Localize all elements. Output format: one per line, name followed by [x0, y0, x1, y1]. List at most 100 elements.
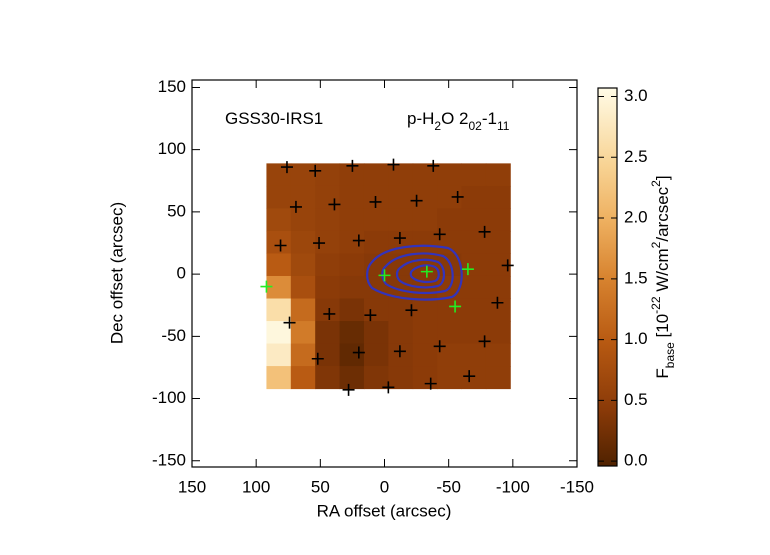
heatmap-cell: [315, 253, 341, 277]
x-tick-label: -100: [496, 477, 530, 496]
heatmap-cell: [461, 321, 487, 345]
heatmap-cell: [290, 343, 316, 367]
heatmap-cell: [437, 163, 462, 187]
marker: [309, 164, 322, 177]
colorbar-label-part: W/cm: [653, 248, 672, 296]
marker: [280, 161, 293, 174]
heatmap-cell: [363, 366, 389, 390]
marker: [420, 265, 433, 278]
markers: [260, 158, 514, 396]
heatmap-cell: [485, 275, 511, 300]
annotation-part: -1: [482, 109, 497, 128]
heatmap-cell: [290, 185, 316, 209]
heatmap-cell: [412, 230, 438, 254]
heatmap-cell: [412, 163, 438, 187]
y-tick-label: 0: [177, 264, 186, 283]
heatmap-cell: [461, 185, 487, 209]
x-tick-label: 150: [178, 477, 206, 496]
heatmap-cell: [461, 208, 487, 232]
heatmap-cell: [339, 208, 365, 232]
marker: [342, 383, 355, 396]
marker: [451, 190, 464, 203]
heatmap-cell: [437, 298, 462, 322]
heatmap-cell: [363, 321, 389, 345]
marker: [424, 377, 437, 390]
heatmap-cell: [485, 163, 511, 187]
annotation-part: 11: [497, 119, 510, 133]
heatmap-cell: [315, 366, 341, 390]
heatmap-cell: [339, 343, 365, 367]
annotation: GSS30-IRS1: [225, 109, 323, 128]
colorbar-label-part: 2: [649, 241, 663, 248]
heatmap-cell: [412, 366, 438, 390]
heatmap-cell: [485, 185, 511, 209]
heatmap-cell: [485, 208, 511, 232]
heatmap-cell: [412, 343, 438, 367]
colorbar-label-part: [10: [653, 314, 672, 342]
marker: [378, 269, 391, 282]
contour: [395, 258, 446, 289]
marker: [491, 296, 504, 309]
heatmap-cell: [437, 208, 462, 232]
marker: [313, 237, 326, 250]
colorbar-label-part: base: [663, 342, 677, 368]
heatmap-cell: [339, 298, 365, 322]
heatmap-cell: [266, 366, 292, 390]
marker: [364, 309, 377, 322]
marker: [478, 225, 491, 238]
colorbar-tick-label: 1.0: [624, 329, 648, 348]
heatmap-cell: [363, 298, 389, 322]
heatmap-cell: [485, 366, 511, 390]
x-tick-label: 0: [380, 477, 389, 496]
colorbar-tick-label: 0.5: [624, 390, 648, 409]
heatmap-cell: [388, 298, 414, 322]
marker: [478, 335, 491, 348]
heatmap-cell: [266, 253, 292, 277]
x-tick-label: -150: [560, 477, 594, 496]
heatmap-cell: [266, 321, 292, 345]
annotation: p-H2O 202-111: [407, 109, 510, 133]
heatmap-cell: [485, 343, 511, 367]
heatmap-cell: [485, 321, 511, 345]
heatmap-cell: [437, 321, 462, 345]
heatmap-cell: [290, 253, 316, 277]
y-axis-label: Dec offset (arcsec): [107, 202, 126, 344]
heatmap-cell: [388, 185, 414, 209]
heatmap-cell: [437, 343, 462, 367]
heatmap-cell: [461, 366, 487, 390]
heatmap-cell: [485, 253, 511, 277]
marker: [382, 381, 395, 394]
heatmap-cell: [315, 230, 341, 254]
heatmap-cell: [388, 208, 414, 232]
marker: [405, 304, 418, 317]
heatmap-cell: [363, 343, 389, 367]
heatmap-cell: [485, 298, 511, 322]
heatmap-cell: [266, 275, 292, 300]
y-tick-label: 100: [158, 139, 186, 158]
heatmap-cell: [412, 185, 438, 209]
colorbar: [597, 87, 618, 467]
colorbar-label-part: F: [653, 368, 672, 378]
heatmap-cell: [266, 163, 292, 187]
marker: [283, 316, 296, 329]
y-tick-label: -100: [152, 388, 186, 407]
heatmap-cell: [339, 185, 365, 209]
heatmap-cell: [290, 275, 316, 300]
heatmap-cell: [266, 230, 292, 254]
contours: [366, 244, 463, 301]
colorbar-label: Fbase [10-22 W/cm2/arcsec2]: [649, 175, 677, 378]
heatmap-cell: [266, 208, 292, 232]
x-tick-label: -50: [436, 477, 461, 496]
heatmap-cell: [412, 298, 438, 322]
heatmap-cell: [461, 298, 487, 322]
marker: [289, 200, 302, 213]
colorbar-label-part: ]: [653, 175, 672, 180]
contour: [409, 264, 440, 284]
marker: [352, 234, 365, 247]
heatmap-cell: [339, 321, 365, 345]
y-tick-label: 150: [158, 77, 186, 96]
marker: [461, 263, 474, 276]
colorbar-tick-label: 2.5: [624, 147, 648, 166]
